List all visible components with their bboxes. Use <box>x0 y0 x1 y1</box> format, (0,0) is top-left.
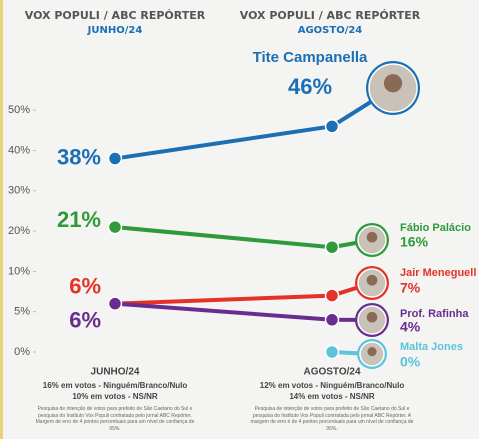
header-period: AGOSTO/24 <box>298 25 363 36</box>
point <box>326 120 339 133</box>
value-label: 16% <box>400 234 429 250</box>
footnote-box: Pesquisa de intenção de votos para prefe… <box>30 406 200 436</box>
x-tick-label: AGOSTO/24 <box>303 367 360 378</box>
point <box>109 152 122 165</box>
photo-head <box>367 275 378 286</box>
series-name: Tite Campanella <box>253 49 368 66</box>
value-label: 0% <box>400 354 421 370</box>
series-line <box>115 304 332 320</box>
header-period: JUNHO/24 <box>87 25 143 36</box>
value-label: 7% <box>400 280 421 296</box>
value-label: 21% <box>57 207 101 232</box>
y-tick-label: 40% <box>8 144 30 156</box>
series-line <box>115 126 332 158</box>
value-label: 46% <box>288 74 332 99</box>
photo-head <box>367 312 378 323</box>
point <box>326 313 339 326</box>
value-label: 6% <box>69 307 101 332</box>
note: 12% em votos - Ninguém/Branco/Nulo <box>260 381 405 390</box>
value-label: 6% <box>69 273 101 298</box>
y-tick-label: 5% <box>14 306 30 318</box>
series-line <box>115 296 332 304</box>
series-name: Malta Jones <box>400 341 463 353</box>
header-source: VOX POPULI / ABC REPÓRTER <box>240 9 421 22</box>
note: 10% em votos - NS/NR <box>72 392 158 401</box>
x-tick-label: JUNHO/24 <box>91 367 140 378</box>
footnote: Pesquisa de intenção de votos para prefe… <box>30 406 200 432</box>
point <box>326 289 339 302</box>
point <box>109 297 122 310</box>
value-label: 38% <box>57 144 101 169</box>
y-tick-label: 50% <box>8 104 30 116</box>
photo-head <box>367 347 376 356</box>
note: 16% em votos - Ninguém/Branco/Nulo <box>43 381 188 390</box>
y-tick-label: 10% <box>8 265 30 277</box>
photo-head <box>384 74 402 92</box>
point <box>326 241 339 254</box>
y-tick-label: 30% <box>8 185 30 197</box>
note: 14% em votos - NS/NR <box>289 392 375 401</box>
header-source: VOX POPULI / ABC REPÓRTER <box>25 9 206 22</box>
chart: VOX POPULI / ABC REPÓRTER JUNHO/24 VOX P… <box>0 0 479 439</box>
y-tick-label: 0% <box>14 346 30 358</box>
point <box>326 346 339 359</box>
left-border <box>0 0 3 439</box>
series-line <box>115 227 332 247</box>
y-tick-label: 20% <box>8 225 30 237</box>
point <box>109 221 122 234</box>
series-name: Jair Meneguell <box>400 267 476 279</box>
value-label: 4% <box>400 319 421 335</box>
series-name: Fábio Palácio <box>400 222 471 234</box>
footnote: Pesquisa de intenção de votos para prefe… <box>247 406 417 432</box>
footnote-box: Pesquisa de intenção de votos para prefe… <box>247 406 417 436</box>
photo-head <box>367 232 378 243</box>
